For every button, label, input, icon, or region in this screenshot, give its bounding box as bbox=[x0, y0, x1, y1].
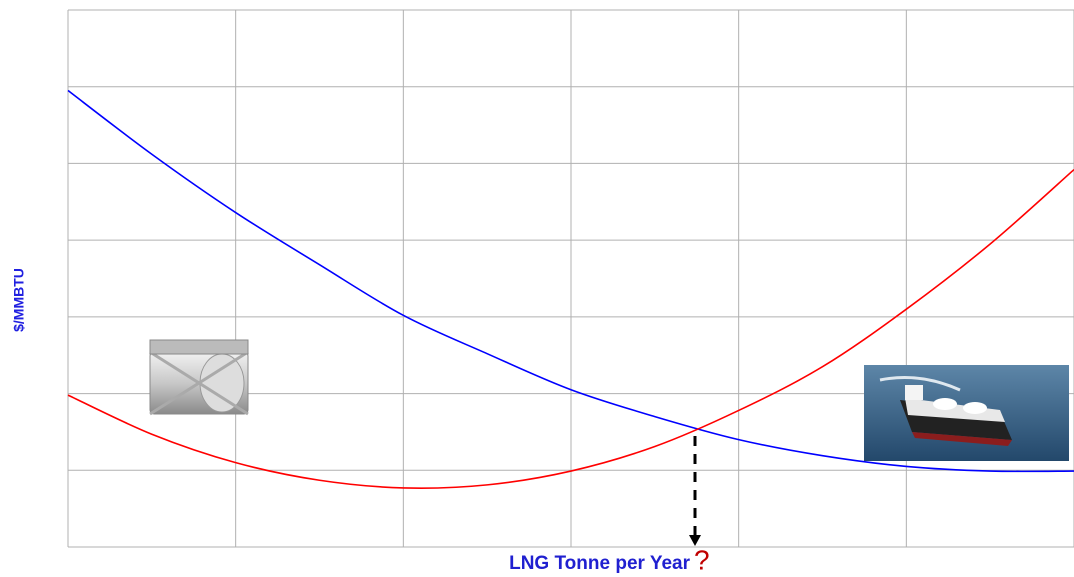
y-axis-label: $/MMBTU bbox=[11, 268, 27, 332]
arrow-head bbox=[689, 535, 701, 546]
line-series bbox=[67, 168, 1074, 489]
lng-ship-icon bbox=[864, 365, 1069, 461]
question-annotation: ? bbox=[694, 544, 710, 575]
tank-container-icon bbox=[149, 339, 249, 416]
line-series bbox=[67, 89, 1074, 473]
x-axis-label: LNG Tonne per Year bbox=[509, 553, 691, 574]
